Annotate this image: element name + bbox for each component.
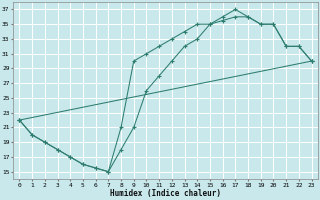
- X-axis label: Humidex (Indice chaleur): Humidex (Indice chaleur): [110, 189, 221, 198]
